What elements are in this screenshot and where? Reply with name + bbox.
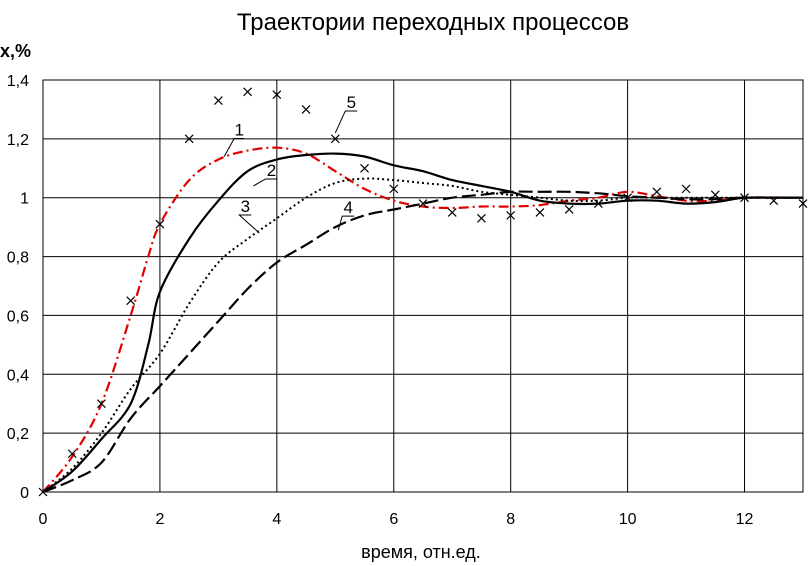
callout-label-2: 2 bbox=[267, 161, 276, 180]
series-5-point bbox=[564, 205, 574, 214]
series-5-point bbox=[301, 105, 311, 114]
y-tick-label: 0 bbox=[20, 485, 29, 502]
callout-label-4: 4 bbox=[343, 198, 352, 217]
x-tick-label: 12 bbox=[736, 511, 754, 528]
series-5-point bbox=[330, 134, 340, 144]
series-5-point bbox=[740, 193, 749, 203]
y-tick-label: 0,2 bbox=[7, 426, 29, 443]
series-5-point bbox=[38, 487, 48, 497]
series-group bbox=[38, 87, 808, 497]
callout-leader-1 bbox=[223, 138, 245, 157]
y-axis-label: x,% bbox=[0, 41, 31, 61]
callout-leader-2 bbox=[253, 178, 278, 187]
y-tick-label: 1 bbox=[20, 191, 29, 208]
y-tick-label: 1,2 bbox=[7, 132, 29, 149]
x-axis-label: время, отн.ед. bbox=[361, 542, 481, 562]
series-5-point bbox=[506, 210, 516, 220]
series-5-point bbox=[769, 196, 779, 206]
y-tick-label: 0,8 bbox=[7, 250, 29, 267]
chart-title: Траектории переходных процессов bbox=[237, 9, 629, 36]
series-5-point bbox=[535, 208, 545, 217]
x-tick-label: 6 bbox=[389, 511, 398, 528]
x-tick-labels: 0 2 4 6 8 10 12 bbox=[39, 511, 754, 528]
series-5-point bbox=[155, 219, 165, 229]
series-5-point bbox=[710, 190, 720, 200]
series-5-point bbox=[184, 134, 194, 144]
series-5-point bbox=[213, 96, 223, 106]
y-tick-label: 1,4 bbox=[7, 73, 29, 90]
series-5-point bbox=[447, 208, 457, 217]
series-5-point bbox=[97, 399, 106, 409]
annotations: 123 45 bbox=[223, 93, 358, 234]
series-5-point bbox=[272, 90, 282, 100]
callout-leader-3 bbox=[238, 214, 260, 234]
series-5-point bbox=[243, 87, 253, 97]
series-3-line bbox=[42, 177, 803, 493]
x-tick-label: 0 bbox=[39, 511, 48, 528]
series-5-point bbox=[652, 187, 662, 197]
series-5-point bbox=[126, 296, 136, 306]
plot-border bbox=[42, 79, 804, 493]
x-tick-label: 4 bbox=[272, 511, 281, 528]
series-5-point bbox=[67, 449, 77, 459]
series-5-point bbox=[389, 184, 399, 194]
series-5-point bbox=[418, 199, 428, 209]
series-5-point bbox=[681, 184, 691, 194]
series-5-point bbox=[593, 199, 603, 209]
series-5-point bbox=[360, 163, 369, 173]
y-tick-labels: 0 0,2 0,4 0,6 0,8 1 1,2 1,4 bbox=[7, 73, 29, 502]
series-1-line bbox=[42, 146, 804, 493]
series-5-point bbox=[477, 213, 486, 223]
callout-leader-5 bbox=[334, 110, 358, 134]
callout-label-5: 5 bbox=[347, 93, 356, 112]
series-5-point bbox=[798, 199, 808, 209]
callout-leader-4 bbox=[337, 215, 355, 231]
callout-label-3: 3 bbox=[241, 197, 250, 216]
series-4-line bbox=[42, 190, 804, 494]
grid bbox=[42, 79, 803, 493]
series-5-point bbox=[623, 193, 633, 203]
x-tick-label: 10 bbox=[619, 511, 637, 528]
y-tick-label: 0,6 bbox=[7, 308, 29, 325]
x-tick-label: 2 bbox=[155, 511, 164, 528]
y-tick-label: 0,4 bbox=[7, 367, 29, 384]
x-tick-label: 8 bbox=[506, 511, 515, 528]
series-2-line bbox=[42, 152, 803, 493]
plot-area bbox=[42, 79, 804, 493]
callout-label-1: 1 bbox=[234, 121, 243, 140]
